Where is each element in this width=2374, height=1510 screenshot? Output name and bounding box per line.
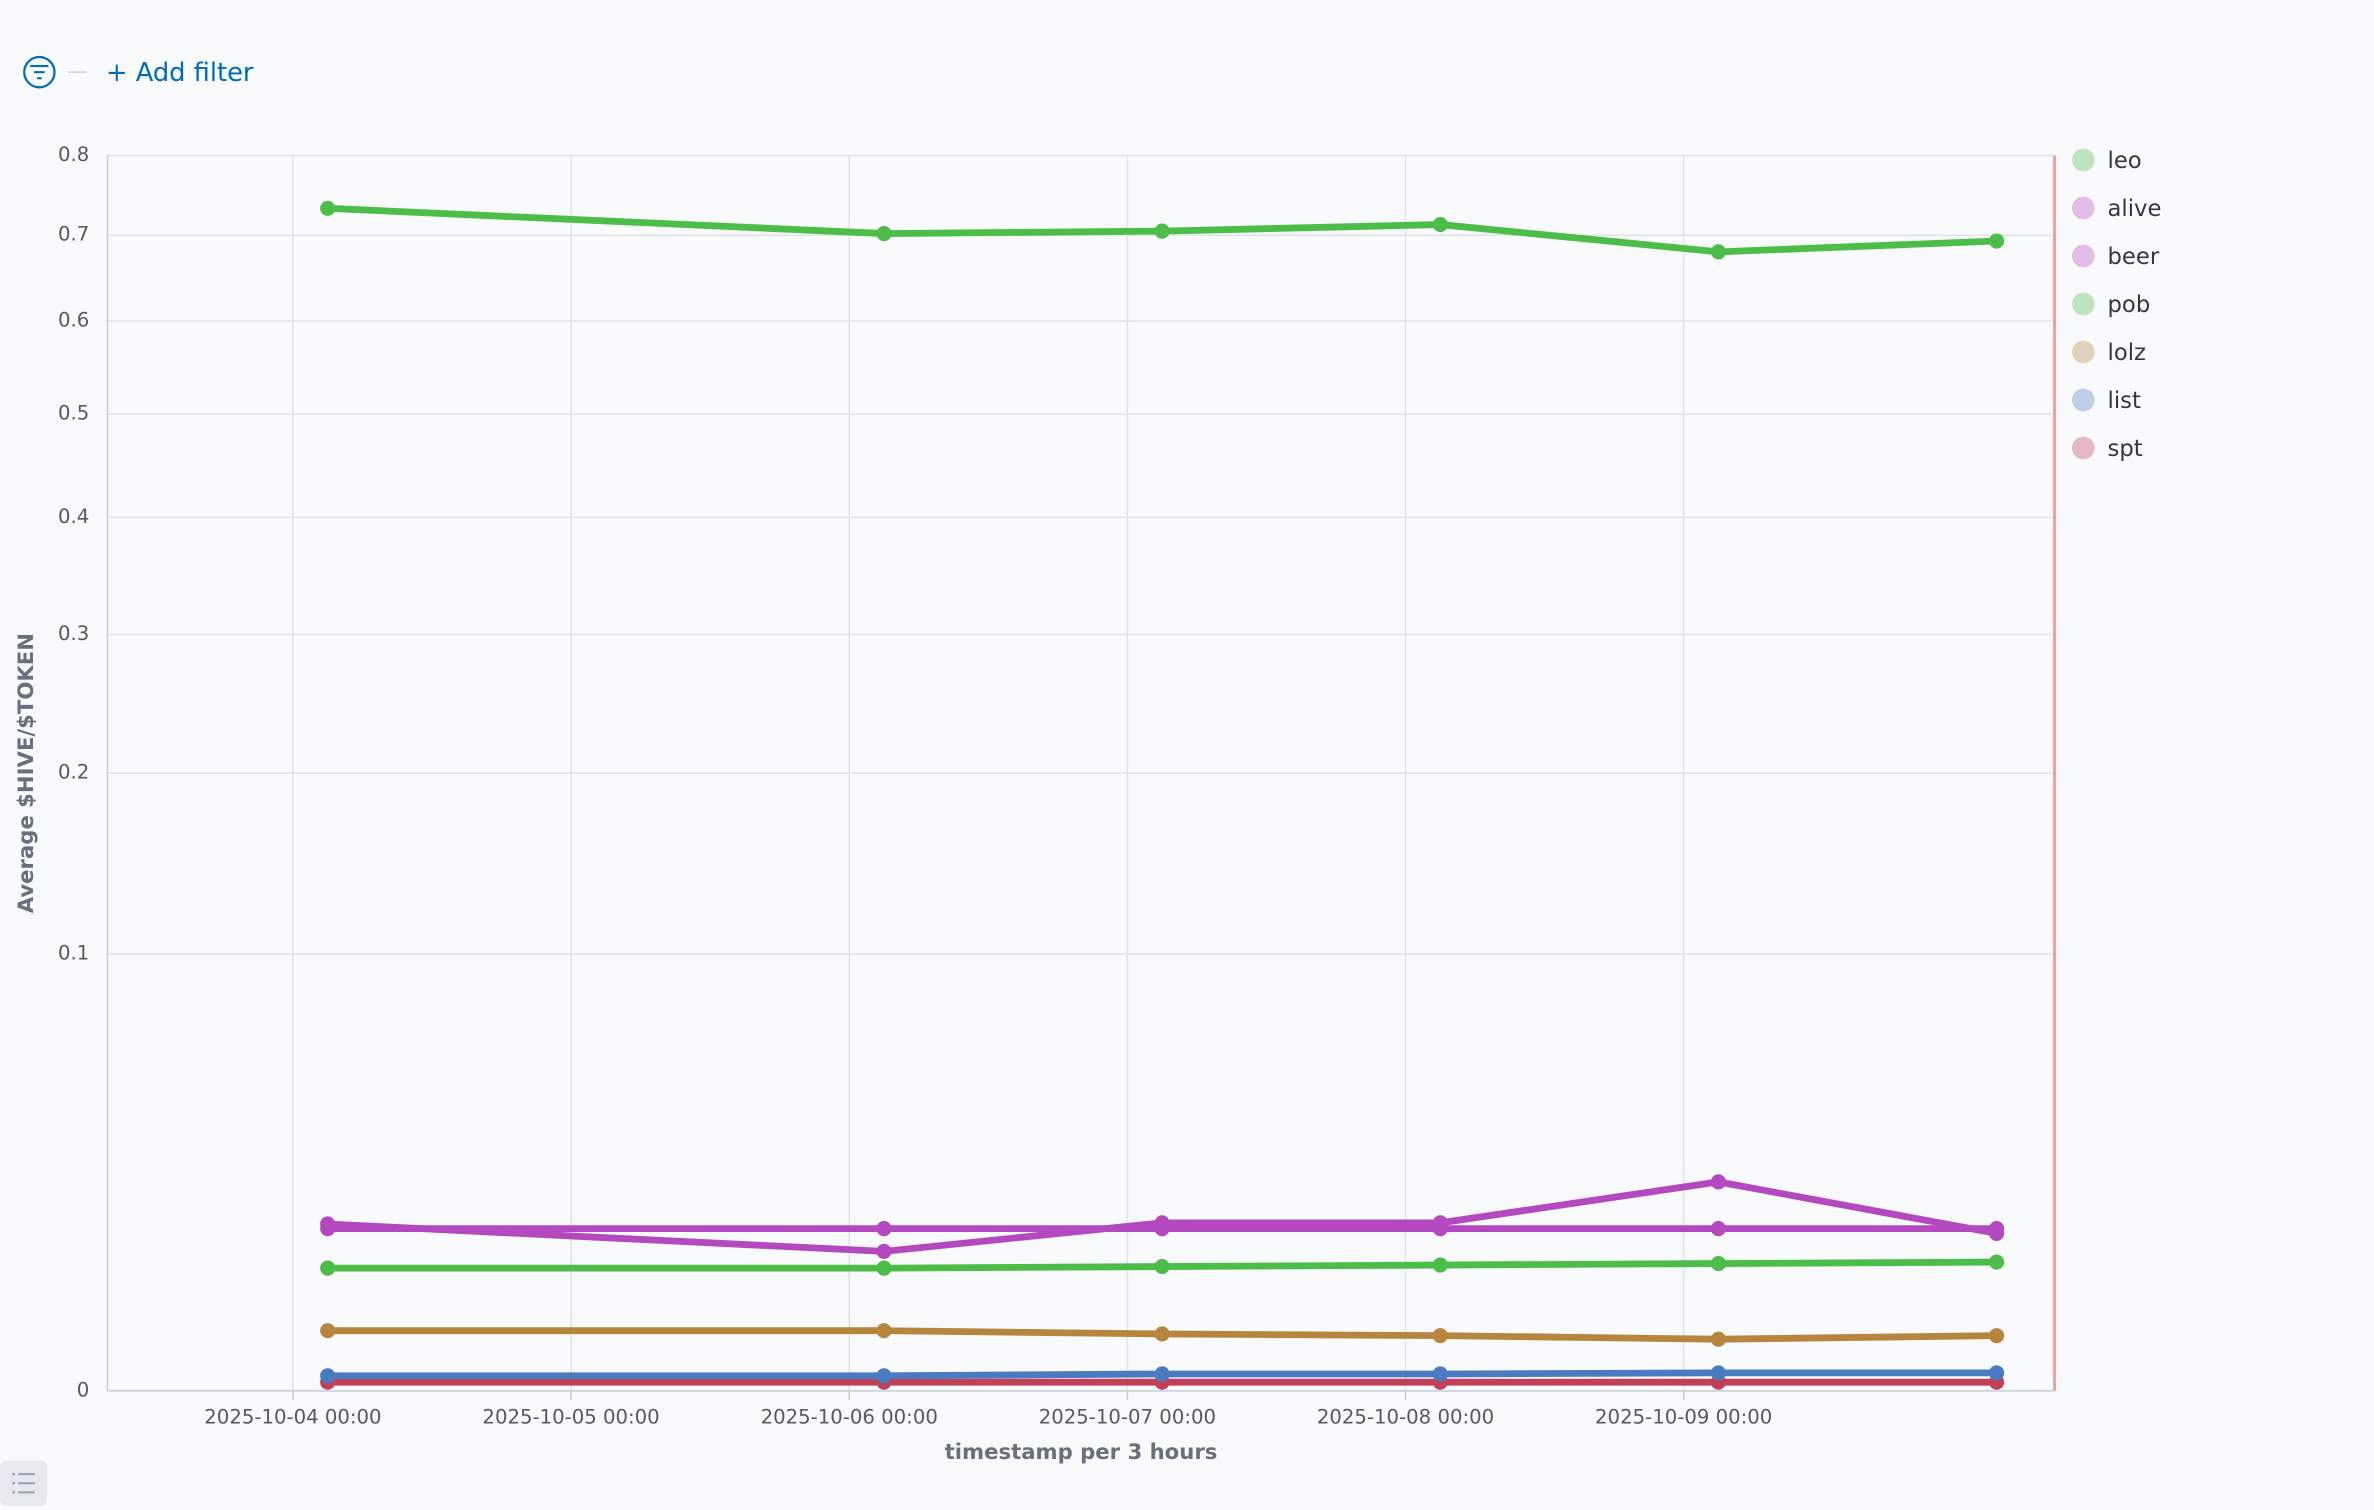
- data-point: [1432, 1257, 1448, 1273]
- legend-marker: [2071, 244, 2095, 268]
- x-tick-label: 2025-10-06 00:00: [761, 1406, 938, 1429]
- data-point: [320, 1368, 336, 1384]
- series-line: [327, 1178, 1998, 1255]
- series-line: [327, 1327, 1997, 1343]
- data-point: [1154, 1366, 1170, 1382]
- data-point: [1432, 1366, 1448, 1382]
- data-point: [1710, 244, 1727, 260]
- data-point: [1154, 1259, 1170, 1275]
- data-point: [1432, 216, 1448, 233]
- legend-marker: [2071, 196, 2095, 220]
- x-axis-label: timestamp per 3 hours: [945, 1439, 1218, 1464]
- data-point: [876, 1368, 892, 1384]
- data-point: [1710, 1365, 1727, 1381]
- data-point: [1154, 223, 1170, 239]
- data-point: [320, 1260, 336, 1276]
- data-point: [320, 1323, 336, 1339]
- list-toggle[interactable]: [0, 1460, 47, 1506]
- data-point: [1432, 1328, 1448, 1344]
- series-line: [327, 1369, 1997, 1380]
- y-tick-label: 0.2: [58, 761, 89, 784]
- grid: [107, 154, 2055, 1392]
- filter-icon[interactable]: [23, 55, 56, 89]
- y-tick-label: 0.3: [58, 622, 89, 645]
- data-point: [876, 1260, 892, 1276]
- data-point: [876, 1221, 892, 1237]
- legend-label[interactable]: alive: [2108, 196, 2162, 222]
- legend-label[interactable]: list: [2108, 388, 2141, 414]
- legend-marker: [2071, 340, 2095, 364]
- data-point: [1432, 1215, 1448, 1231]
- series-line: [327, 204, 1997, 256]
- y-tick-label: 0.4: [58, 505, 89, 528]
- data-point: [320, 200, 336, 216]
- data-point: [1710, 1255, 1727, 1272]
- data-point: [1989, 233, 2005, 249]
- legend-marker: [2071, 388, 2095, 412]
- legend: leo alive beer pob lolz list spt: [2071, 148, 2162, 462]
- legend-marker: [2071, 436, 2095, 460]
- data-point: [876, 1243, 892, 1259]
- y-tick-label: 0.1: [58, 942, 89, 965]
- data-point: [1154, 1215, 1170, 1231]
- legend-marker: [2071, 292, 2095, 316]
- y-tick-label: 0: [77, 1378, 90, 1401]
- data-point: [1710, 1174, 1727, 1190]
- data-point: [876, 1323, 892, 1339]
- data-point: [876, 226, 892, 242]
- x-tick-label: 2025-10-05 00:00: [482, 1406, 659, 1429]
- y-tick-label: 0.7: [58, 223, 89, 246]
- add-filter[interactable]: + Add filter: [106, 58, 254, 88]
- x-tick-label: 2025-10-08 00:00: [1317, 1406, 1494, 1429]
- x-tick-label: 2025-10-04 00:00: [204, 1406, 381, 1429]
- legend-label[interactable]: lolz: [2108, 340, 2146, 366]
- y-axis-label: Average $HIVE/$TOKEN: [13, 633, 38, 913]
- legend-label[interactable]: beer: [2108, 244, 2160, 270]
- series-line: [327, 1258, 1997, 1272]
- data-point: [1989, 1365, 2005, 1381]
- legend-label[interactable]: pob: [2108, 292, 2151, 318]
- legend-label[interactable]: leo: [2108, 148, 2142, 174]
- legend-label[interactable]: spt: [2108, 436, 2143, 462]
- data-point: [1989, 1225, 2005, 1241]
- data-point: [320, 1216, 336, 1232]
- data-point: [1710, 1331, 1727, 1347]
- data-point: [1989, 1254, 2005, 1270]
- x-tick-label: 2025-10-07 00:00: [1039, 1406, 1216, 1429]
- y-tick-label: 0.6: [58, 308, 89, 331]
- x-tick-label: 2025-10-09 00:00: [1595, 1406, 1772, 1429]
- data-point: [1154, 1326, 1170, 1342]
- y-tick-label: 0.8: [58, 143, 89, 166]
- data-point: [1710, 1221, 1727, 1237]
- data-point: [1989, 1328, 2005, 1344]
- y-tick-label: 0.5: [58, 402, 89, 425]
- legend-marker: [2071, 148, 2095, 172]
